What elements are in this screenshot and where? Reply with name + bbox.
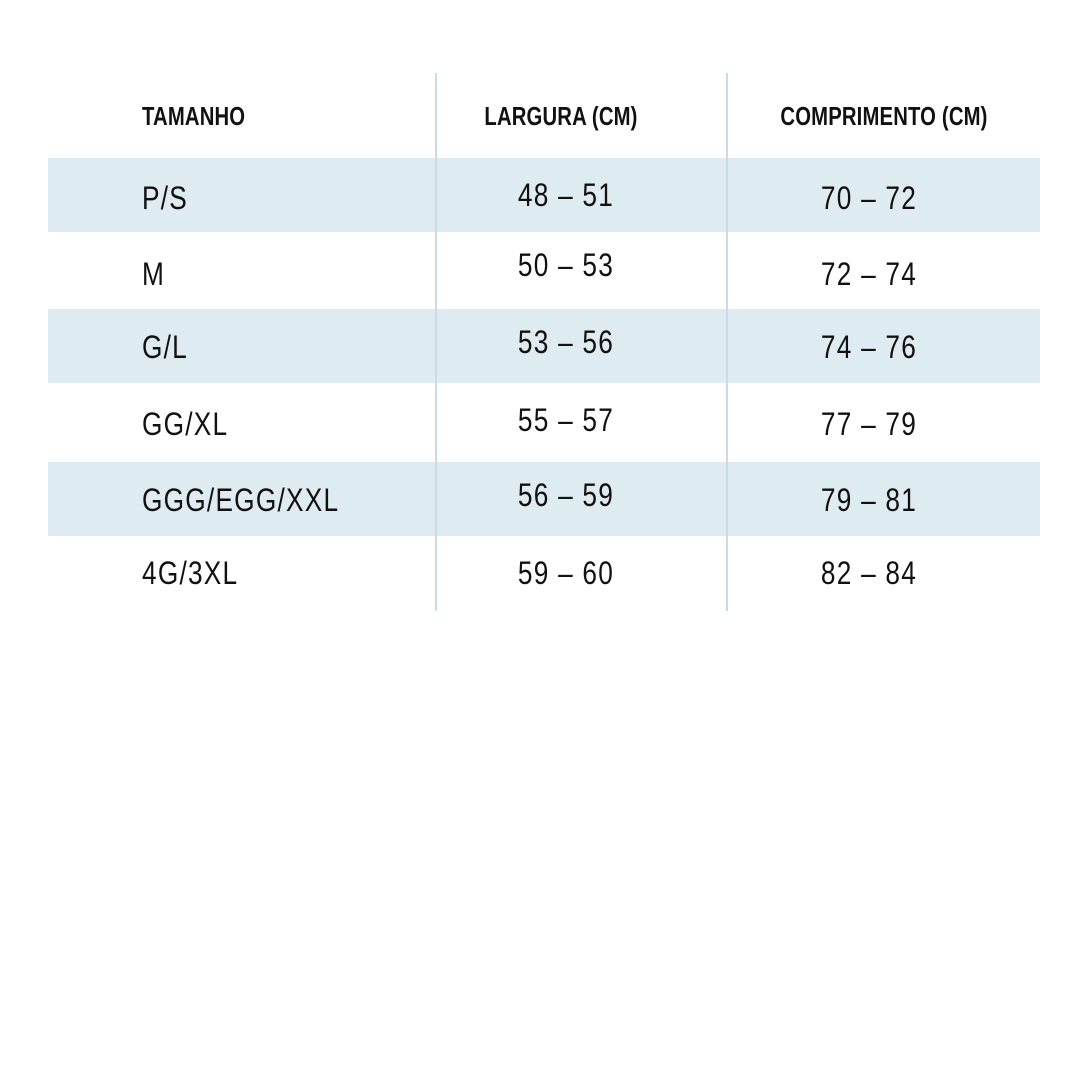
cell-largura: 56 – 59: [517, 477, 615, 513]
cell-tamanho: GG/XL: [142, 406, 229, 442]
cell-comprimento: 74 – 76: [820, 329, 918, 365]
row-band: [48, 158, 1040, 232]
cell-largura: 48 – 51: [517, 177, 615, 213]
cell-tamanho: 4G/3XL: [142, 555, 239, 591]
header-comprimento: COMPRIMENTO (CM): [780, 101, 988, 131]
cell-tamanho: P/S: [142, 180, 188, 216]
cell-comprimento: 70 – 72: [820, 180, 918, 216]
cell-comprimento: 79 – 81: [820, 482, 918, 518]
column-divider: [726, 73, 728, 611]
cell-tamanho: GGG/EGG/XXL: [142, 482, 340, 518]
column-divider: [435, 73, 437, 611]
cell-tamanho: G/L: [142, 329, 188, 365]
cell-comprimento: 72 – 74: [820, 256, 918, 292]
cell-largura: 53 – 56: [517, 324, 615, 360]
cell-largura: 59 – 60: [517, 555, 615, 591]
cell-comprimento: 82 – 84: [820, 555, 918, 591]
cell-comprimento: 77 – 79: [820, 406, 918, 442]
cell-tamanho: M: [142, 256, 166, 292]
cell-largura: 55 – 57: [517, 402, 615, 438]
cell-largura: 50 – 53: [517, 247, 615, 283]
header-tamanho: TAMANHO: [142, 101, 246, 131]
header-largura: LARGURA (CM): [484, 101, 638, 131]
row-band: [48, 309, 1040, 383]
row-band: [48, 462, 1040, 536]
